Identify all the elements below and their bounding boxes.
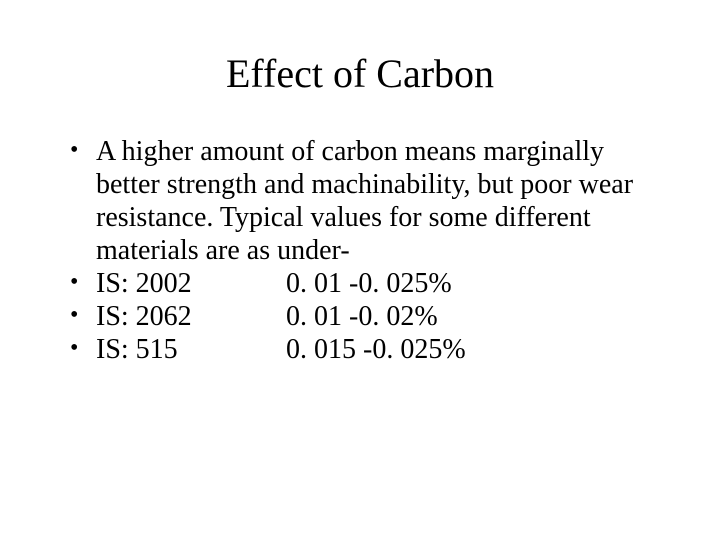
row-label: IS: 2062 [96, 300, 286, 333]
bullet-list: A higher amount of carbon means marginal… [60, 135, 660, 366]
slide-title: Effect of Carbon [60, 50, 660, 97]
row-value: 0. 01 -0. 02% [286, 300, 660, 333]
bullet-row: IS: 2062 0. 01 -0. 02% [70, 300, 660, 333]
bullet-intro-text: A higher amount of carbon means marginal… [96, 136, 633, 266]
row-label: IS: 515 [96, 333, 286, 366]
bullet-row: IS: 515 0. 015 -0. 025% [70, 333, 660, 366]
bullet-row: IS: 2002 0. 01 -0. 025% [70, 267, 660, 300]
bullet-intro: A higher amount of carbon means marginal… [70, 135, 660, 267]
slide: Effect of Carbon A higher amount of carb… [0, 0, 720, 540]
row-value: 0. 015 -0. 025% [286, 333, 660, 366]
row-label: IS: 2002 [96, 267, 286, 300]
row-value: 0. 01 -0. 025% [286, 267, 660, 300]
